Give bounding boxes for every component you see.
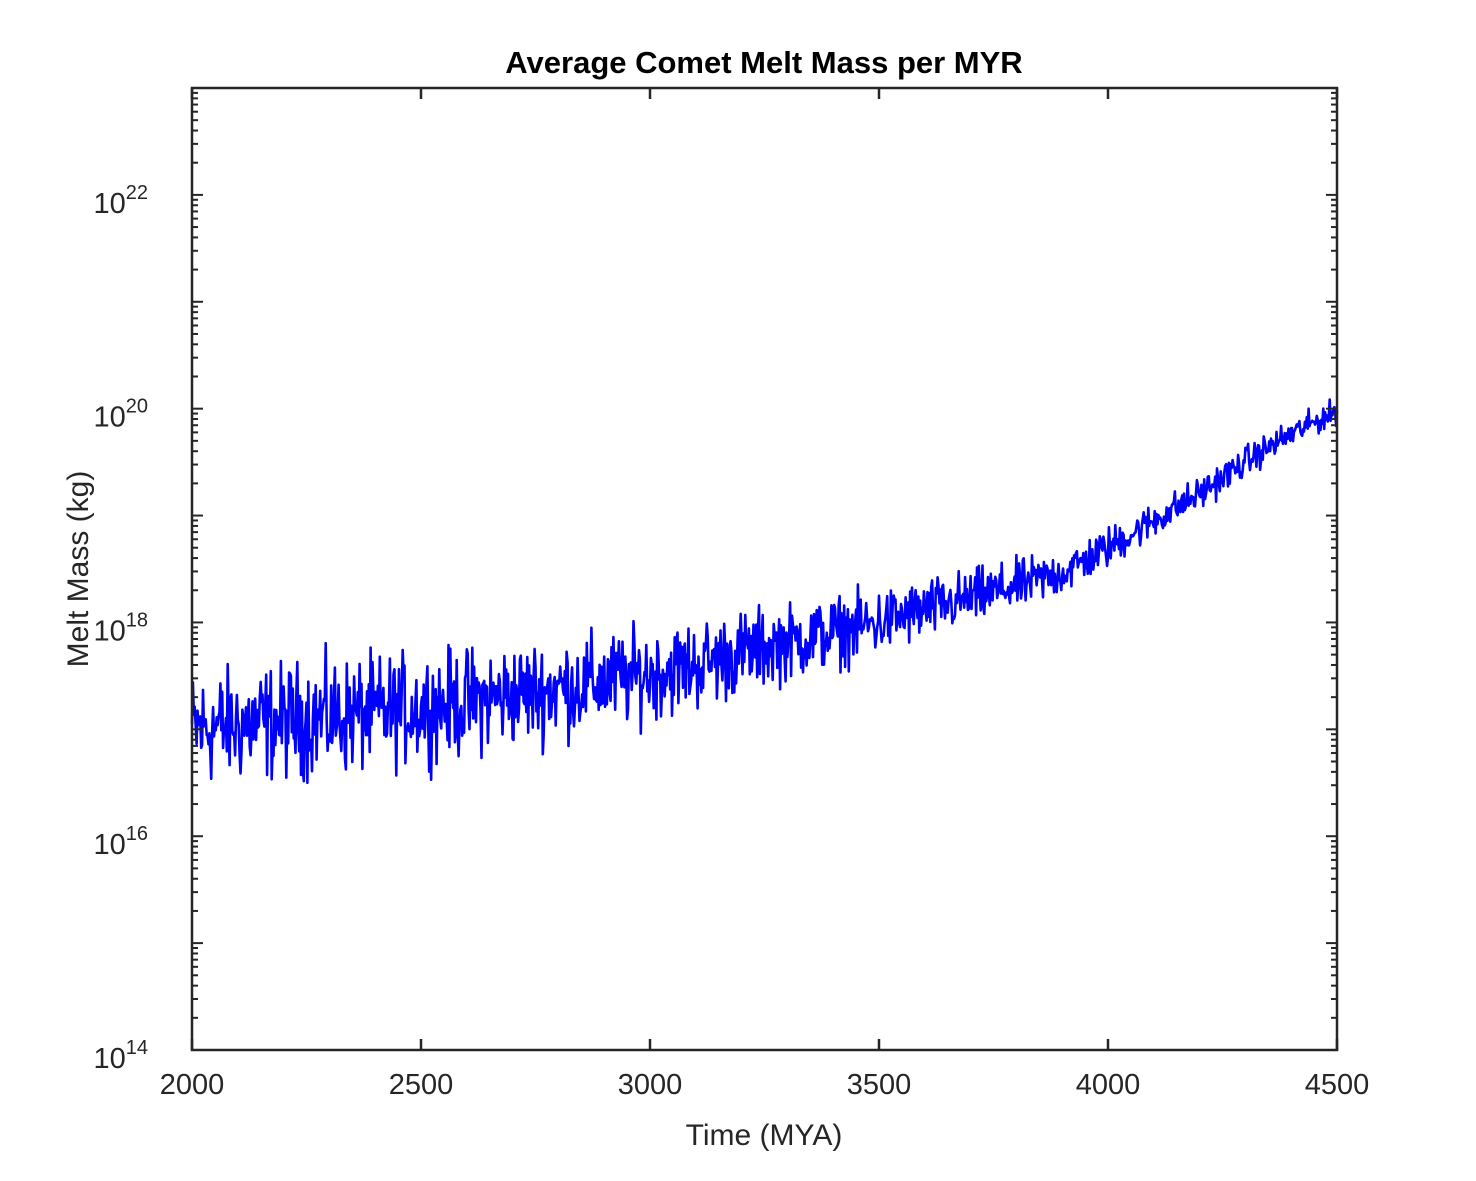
- x-tick-label: 3500: [847, 1069, 912, 1101]
- series-line: [190, 398, 1339, 785]
- y-tick-base: 10: [93, 1043, 125, 1075]
- y-tick-label: 1016: [93, 823, 148, 861]
- y-axis-label: Melt Mass (kg): [62, 471, 95, 668]
- x-tick-label: 4500: [1305, 1069, 1370, 1101]
- series-line-group: [190, 398, 1339, 785]
- y-tick-exponent: 20: [126, 396, 148, 418]
- y-tick-label: 1020: [93, 396, 148, 434]
- x-tick-label: 3000: [618, 1069, 683, 1101]
- plot-background: [192, 88, 1337, 1050]
- y-tick-exponent: 18: [126, 609, 148, 631]
- x-axis-label: Time (MYA): [686, 1119, 843, 1152]
- plot-frame: [190, 86, 1339, 1052]
- y-tick-exponent: 16: [126, 823, 148, 845]
- y-tick-exponent: 22: [126, 182, 148, 204]
- x-ticks: 2000 2500 3000 3500 4000 4500: [160, 88, 1370, 1101]
- y-tick-base: 10: [93, 402, 125, 434]
- chart-title: Average Comet Melt Mass per MYR: [505, 45, 1022, 80]
- x-tick-label: 2500: [389, 1069, 454, 1101]
- y-tick-exponent: 14: [126, 1037, 148, 1059]
- x-tick-label: 2000: [160, 1069, 225, 1101]
- y-tick-base: 10: [93, 188, 125, 220]
- y-tick-label: 1022: [93, 182, 148, 220]
- y-tick-label: 1018: [93, 609, 148, 647]
- y-tick-base: 10: [93, 829, 125, 861]
- y-tick-base: 10: [93, 615, 125, 647]
- y-tick-label: 1014: [93, 1037, 148, 1075]
- x-tick-label: 4000: [1076, 1069, 1141, 1101]
